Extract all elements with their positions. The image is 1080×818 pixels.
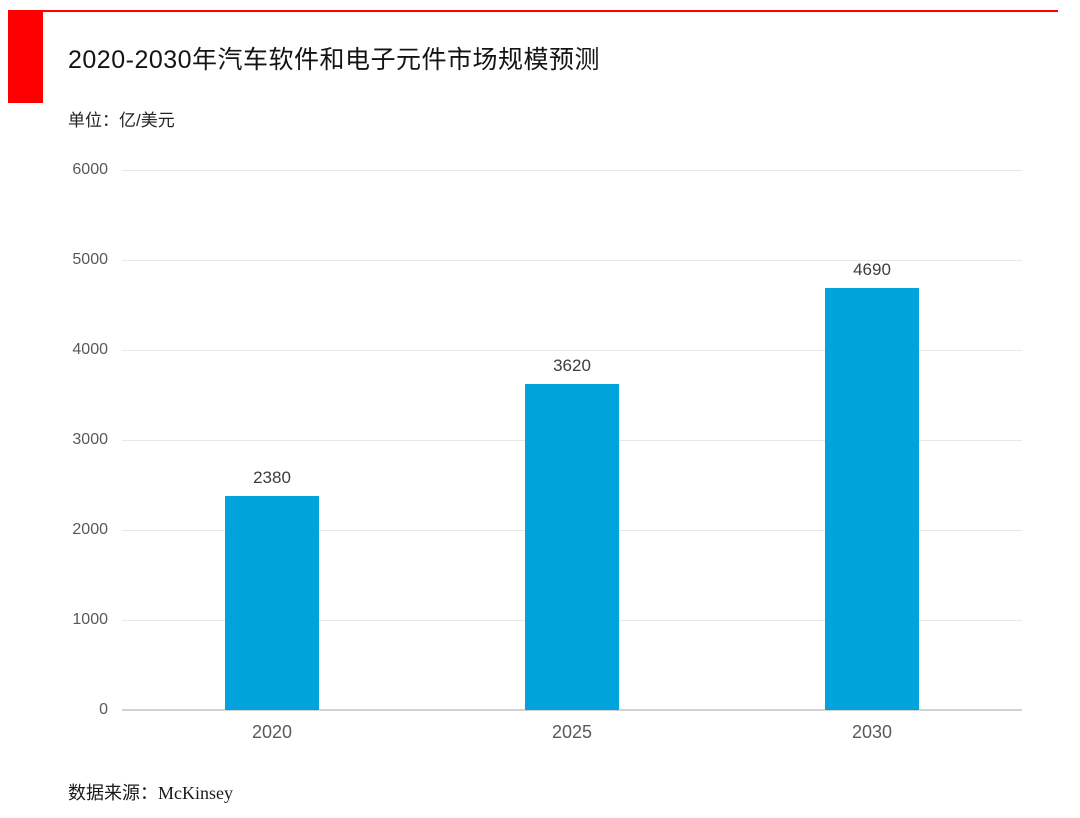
gridline <box>122 170 1022 171</box>
x-axis-baseline <box>122 709 1022 711</box>
y-axis-tick-label: 4000 <box>72 341 108 358</box>
y-axis-tick-label: 1000 <box>72 611 108 628</box>
gridline <box>122 350 1022 351</box>
bar-value-label: 3620 <box>553 356 591 376</box>
x-axis-label: 2020 <box>251 722 293 742</box>
y-axis-tick-label: 6000 <box>72 161 108 178</box>
gridline <box>122 260 1022 261</box>
unit-label: 单位：亿/美元 <box>68 111 175 130</box>
y-axis-tick-label: 2000 <box>72 521 108 538</box>
bar-value-label: 2380 <box>253 467 291 487</box>
red-accent-block <box>8 10 43 103</box>
x-axis-label: 2025 <box>551 722 593 742</box>
bar-value-label: 4690 <box>853 259 891 279</box>
bar-2025 <box>525 384 619 710</box>
y-axis-tick-label: 0 <box>99 701 108 718</box>
red-top-rule <box>8 10 1058 12</box>
y-axis-tick-label: 5000 <box>72 251 108 268</box>
bar-2020 <box>225 495 319 710</box>
data-source-label: 数据来源：McKinsey <box>68 783 233 803</box>
chart-title: 2020-2030年汽车软件和电子元件市场规模预测 <box>68 46 601 74</box>
bar-2030 <box>825 287 919 710</box>
y-axis-tick-label: 3000 <box>72 431 108 448</box>
x-axis-label: 2030 <box>851 722 893 742</box>
